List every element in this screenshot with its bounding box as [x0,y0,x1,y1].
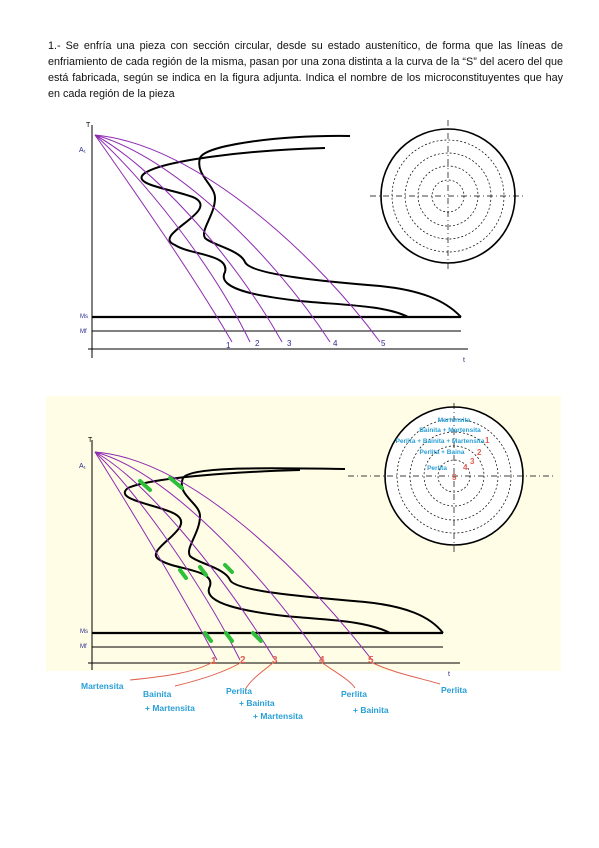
fig2-result-3-line-3: + Martensita [253,711,303,721]
fig1-ms-label: Ms [80,314,88,320]
figure-2: T A₁ Ms Mf t 1 2 3 4 5 [46,396,561,721]
fig1-y-label: T [86,122,91,129]
fig1-cooling-curve-1 [94,134,233,343]
fig2-cooling-curve-3 [94,451,276,661]
fig2-circle-number-4: 4 [463,463,468,472]
fig2-cooling-curve-2 [94,451,241,661]
fig2-transformation-marks [138,476,263,643]
fig1-s-curve-start [140,147,409,318]
fig1-curve-number-3: 3 [287,339,292,348]
fig1-cooling-curve-2 [94,134,251,343]
fig1-curve-number-1: 1 [226,341,231,350]
fig2-circle-number-5: 5 [452,473,457,482]
fig2-circle-number-3: 3 [470,457,475,466]
figure-1: T A₁ Ms Mf t 1 2 3 4 5 [79,120,526,364]
fig1-s-curve-finish [198,134,462,318]
fig2-circle-label-2: Bainita + Martensita [419,427,481,434]
fig1-mf-label: Mf [80,329,87,335]
fig2-result-3-line-2: + Bainita [239,698,275,708]
fig2-circle-label-5: Perlita [427,465,447,472]
fig2-mf-label: Mf [80,644,87,650]
fig2-cooling-curve-5 [94,451,373,661]
question-text: 1.- Se enfría una pieza con sección circ… [48,40,563,100]
fig2-s-curve-finish [180,467,444,634]
fig2-cooling-curve-4 [94,451,323,661]
fig1-cross-section [370,120,526,272]
fig2-result-5-line-1: Perlita [441,685,467,695]
fig1-curve-number-2: 2 [255,339,260,348]
fig2-ms-label: Ms [80,629,88,635]
fig2-a1-label: A₁ [79,463,87,470]
fig2-result-2-line-2: + Martensita [145,703,195,713]
fig1-a1-label: A₁ [79,147,87,154]
fig1-curve-number-5: 5 [381,339,386,348]
fig2-result-2-line-1: Bainita [143,689,172,699]
fig2-result-4-line-2: + Bainita [353,705,389,715]
fig2-circle-label-3: Perlita + Bainita + Martensita [396,438,485,445]
fig2-curve-number-2: 2 [240,655,246,666]
fig2-curve-number-3: 3 [272,655,278,666]
fig2-circle-number-2: 2 [477,448,482,457]
fig2-y-label: T [88,437,93,444]
fig2-circle-label-1: Martensita [438,417,471,424]
fig2-result-4-line-1: Perlita [341,689,367,699]
fig1-cooling-curve-3 [94,134,283,343]
fig2-leader-lines [129,661,441,691]
fig2-result-3-line-1: Perlita [226,686,252,696]
fig2-x-label: t [448,671,450,678]
fig1-cooling-curve-5 [94,134,381,343]
fig1-curve-number-4: 4 [333,339,338,348]
fig2-cooling-curve-1 [94,451,218,661]
fig2-curve-number-4: 4 [319,655,325,666]
fig2-cross-section: Martensita Bainita + Martensita Perlita … [348,403,556,553]
fig2-circle-number-1: 1 [485,436,490,445]
fig1-cooling-curve-4 [94,134,331,343]
fig2-curve-number-5: 5 [368,655,374,666]
fig2-result-1-line-1: Martensita [81,681,124,691]
fig1-x-label: t [463,357,465,364]
fig2-curve-number-1: 1 [211,656,217,667]
fig2-circle-label-4: Perlita + Baina [420,449,465,456]
